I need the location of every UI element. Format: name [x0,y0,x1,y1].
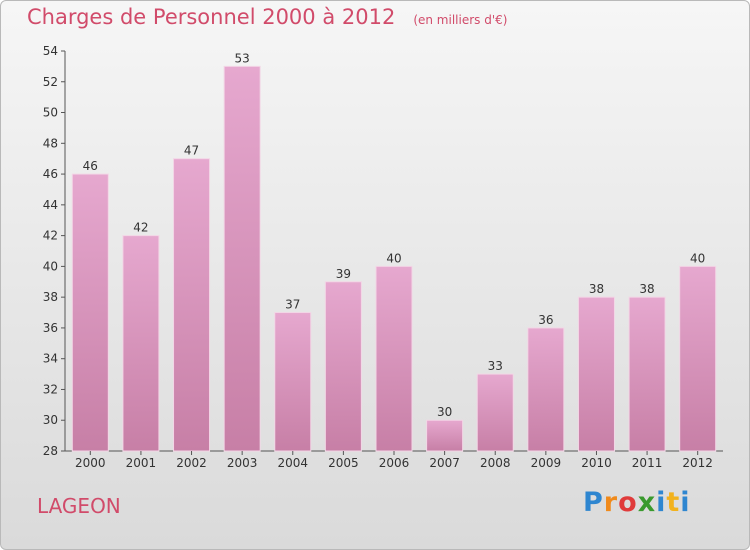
bar-2011 [628,296,666,452]
x-tick-label: 2005 [328,456,359,470]
y-tick-label: 28 [43,444,58,458]
bar-2007 [426,419,464,452]
municipality-name: LAGEON [37,494,121,518]
bar-value-label: 40 [690,251,705,265]
logo-letter: x [637,487,657,518]
y-tick-label: 34 [43,352,58,366]
x-tick-label: 2011 [632,456,663,470]
logo-letter: r [603,487,619,518]
logo-letter: i [680,487,691,518]
y-tick-label: 48 [43,136,58,150]
chart-title: Charges de Personnel 2000 à 2012 (en mill… [27,5,507,29]
bar-value-label: 36 [538,313,553,327]
y-tick-label: 50 [43,106,58,120]
y-tick-label: 46 [43,167,58,181]
x-tick-label: 2000 [75,456,106,470]
logo-letter: i [656,487,667,518]
y-tick-label: 42 [43,229,58,243]
x-tick-label: 2004 [277,456,308,470]
bar-value-label: 53 [235,51,250,65]
logo-letter: o [618,487,638,518]
x-tick-label: 2003 [227,456,258,470]
bar-2002 [173,158,211,452]
bar-value-label: 30 [437,405,452,419]
x-tick-label: 2002 [176,456,207,470]
bar-value-label: 38 [589,282,604,296]
bar-value-label: 39 [336,267,351,281]
logo-letter: P [583,487,604,518]
bar-2003 [223,65,261,452]
x-tick-label: 2007 [429,456,460,470]
y-tick-label: 40 [43,259,58,273]
x-tick-label: 2001 [126,456,157,470]
logo-letter: t [666,487,681,518]
chart-title-text: Charges de Personnel 2000 à 2012 [27,5,396,29]
x-tick-label: 2012 [682,456,713,470]
bar-value-label: 47 [184,144,199,158]
y-tick-label: 44 [43,198,58,212]
bar-value-label: 37 [285,298,300,312]
y-tick-label: 36 [43,321,58,335]
bar-2012 [679,265,717,452]
y-tick-label: 54 [43,44,58,58]
bar-2005 [324,281,362,452]
bar-2008 [476,373,514,452]
bar-2001 [122,235,160,452]
x-tick-label: 2006 [379,456,410,470]
x-tick-label: 2009 [531,456,562,470]
y-tick-label: 32 [43,382,58,396]
y-tick-label: 38 [43,290,58,304]
y-tick-label: 52 [43,75,58,89]
bar-value-label: 40 [386,251,401,265]
bar-2006 [375,265,413,452]
bar-value-label: 33 [488,359,503,373]
chart-unit: (en milliers d'€) [413,13,508,27]
bar-2000 [71,173,109,452]
bar-value-label: 42 [133,221,148,235]
bar-value-label: 46 [83,159,98,173]
x-tick-label: 2008 [480,456,511,470]
y-tick-label: 30 [43,413,58,427]
bar-2004 [274,312,312,452]
bar-2009 [527,327,565,452]
bar-2010 [577,296,615,452]
bar-value-label: 38 [639,282,654,296]
x-tick-label: 2010 [581,456,612,470]
proxiti-logo: Proxiti [583,487,691,518]
